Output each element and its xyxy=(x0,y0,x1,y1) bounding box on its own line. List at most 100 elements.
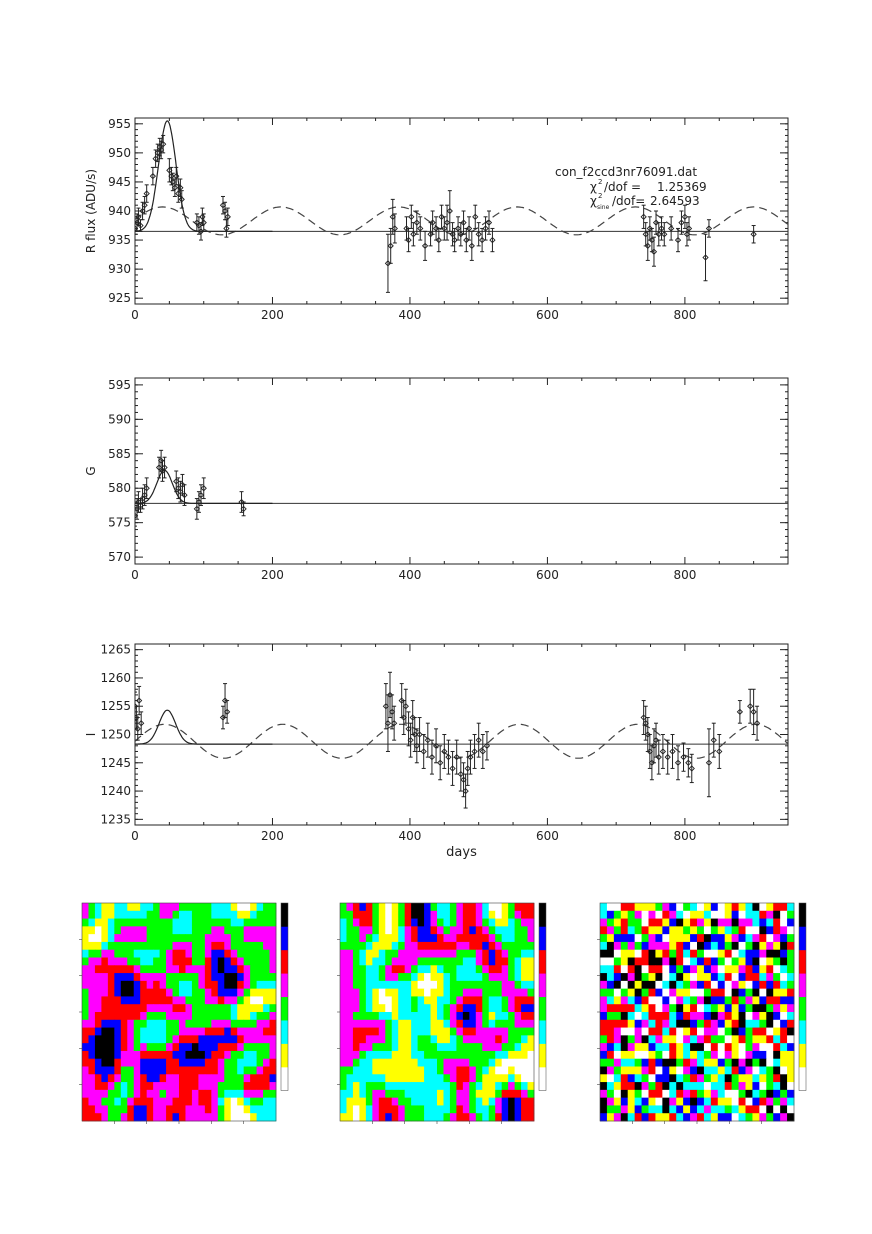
heatmap-cell xyxy=(224,980,232,990)
heatmap-cell xyxy=(166,1035,173,1044)
heatmap-cell xyxy=(482,1066,490,1075)
heatmap-cell xyxy=(766,1113,774,1122)
heatmap-cell xyxy=(469,926,477,935)
data-point xyxy=(453,753,460,761)
heatmap-cell xyxy=(662,1019,670,1028)
heatmap-cell xyxy=(514,1035,522,1044)
heatmap-cell xyxy=(514,957,522,966)
heatmap-cell xyxy=(172,1004,180,1013)
heatmap-cell xyxy=(527,1012,535,1021)
heatmap-cell xyxy=(94,1019,102,1028)
data-point xyxy=(413,219,420,226)
heatmap-cell xyxy=(787,988,795,997)
heatmap-cell xyxy=(224,957,232,966)
heatmap-cell xyxy=(488,1082,496,1091)
heatmap-cell xyxy=(443,1058,451,1067)
heatmap-cell xyxy=(655,1113,663,1122)
heatmap-cell xyxy=(634,1066,642,1075)
heatmap-cell xyxy=(166,949,173,958)
heatmap-cell xyxy=(697,965,705,974)
heatmap-cell xyxy=(140,973,148,982)
heatmap-cell xyxy=(683,949,691,958)
heatmap-cell xyxy=(166,980,173,990)
heatmap-cell xyxy=(243,1050,251,1060)
heatmap-cell xyxy=(243,1019,251,1028)
heatmap-cell xyxy=(600,1027,608,1036)
heatmap-cell xyxy=(88,1012,96,1021)
heatmap-cell xyxy=(669,1043,677,1052)
heatmap-cell xyxy=(185,941,193,951)
data-point xyxy=(669,748,676,755)
heatmap-cell xyxy=(146,903,154,912)
heatmap-cell xyxy=(690,934,698,943)
heatmap-cell xyxy=(462,918,470,927)
heatmap-cell xyxy=(724,1074,733,1083)
heatmap-cell xyxy=(683,965,691,974)
heatmap-cell xyxy=(759,1058,767,1067)
heatmap-cell xyxy=(133,996,141,1005)
data-point xyxy=(457,231,464,238)
heatmap-cell xyxy=(703,996,712,1005)
heatmap-cell xyxy=(731,918,739,927)
heatmap-cell xyxy=(655,1066,663,1075)
heatmap-cell xyxy=(710,1074,719,1083)
heatmap-cell xyxy=(787,1097,795,1106)
heatmap-cell xyxy=(717,1105,726,1114)
heatmap-cell xyxy=(766,980,774,990)
heatmap-cell xyxy=(191,1082,199,1091)
heatmap-cell xyxy=(365,1004,373,1013)
heatmap-cell xyxy=(717,1097,726,1106)
heatmap-cell xyxy=(710,1019,719,1028)
heatmap-cell xyxy=(269,1043,277,1052)
heatmap-cell xyxy=(521,926,528,935)
heatmap-cell xyxy=(437,965,444,974)
heatmap-cell xyxy=(372,1066,380,1075)
heatmap-cell xyxy=(620,1012,629,1021)
y-tick-label: 1240 xyxy=(100,784,131,798)
heatmap-cell xyxy=(166,1019,173,1028)
heatmap-cell xyxy=(437,918,444,927)
heatmap-cell xyxy=(101,1050,109,1060)
heatmap-cell xyxy=(606,1082,615,1091)
heatmap-cell xyxy=(469,934,477,943)
heatmap-cell xyxy=(641,1019,649,1028)
heatmap-cell xyxy=(508,1066,515,1075)
heatmap-cell xyxy=(449,1004,457,1013)
heatmap-cell xyxy=(648,1050,656,1060)
colorbar-segment xyxy=(281,903,288,927)
heatmap-cell xyxy=(759,973,767,982)
data-point xyxy=(443,219,451,226)
heatmap-cell xyxy=(385,926,393,935)
heatmap-cell xyxy=(114,1043,122,1052)
heatmap-cell xyxy=(385,1089,393,1099)
heatmap-cell xyxy=(224,1105,232,1114)
heatmap-cell xyxy=(424,957,431,966)
heatmap-cell xyxy=(101,1019,109,1028)
panel-i-flux: 0 200 400 600 800123512401245125012551260126… xyxy=(84,643,789,860)
heatmap-cell xyxy=(378,1097,386,1106)
heatmap-cell xyxy=(153,973,160,982)
data-point xyxy=(421,242,429,250)
heatmap-cell xyxy=(641,1043,649,1052)
heatmap-cell xyxy=(495,1097,503,1106)
heatmap-cell xyxy=(521,1113,528,1122)
heatmap-cell xyxy=(159,1082,167,1091)
heatmap-cell xyxy=(250,1050,257,1060)
heatmap-cell xyxy=(752,1035,760,1044)
heatmap-cell xyxy=(430,949,438,958)
heatmap-cell xyxy=(424,1012,431,1021)
heatmap-cell xyxy=(411,1058,418,1067)
heatmap-cell xyxy=(780,1035,788,1044)
heatmap-cell xyxy=(417,965,425,974)
heatmap-cell xyxy=(159,1113,167,1122)
heatmap-cell xyxy=(404,957,412,966)
heatmap-cell xyxy=(243,1113,251,1122)
heatmap-cell xyxy=(648,965,656,974)
heatmap-cell xyxy=(263,1050,270,1060)
heatmap-cell xyxy=(600,1004,608,1013)
heatmap-cell xyxy=(521,1012,528,1021)
heatmap-cell xyxy=(114,1019,122,1028)
data-point xyxy=(747,703,754,710)
heatmap-cell xyxy=(424,1035,431,1044)
heatmap-cell xyxy=(140,1050,148,1060)
